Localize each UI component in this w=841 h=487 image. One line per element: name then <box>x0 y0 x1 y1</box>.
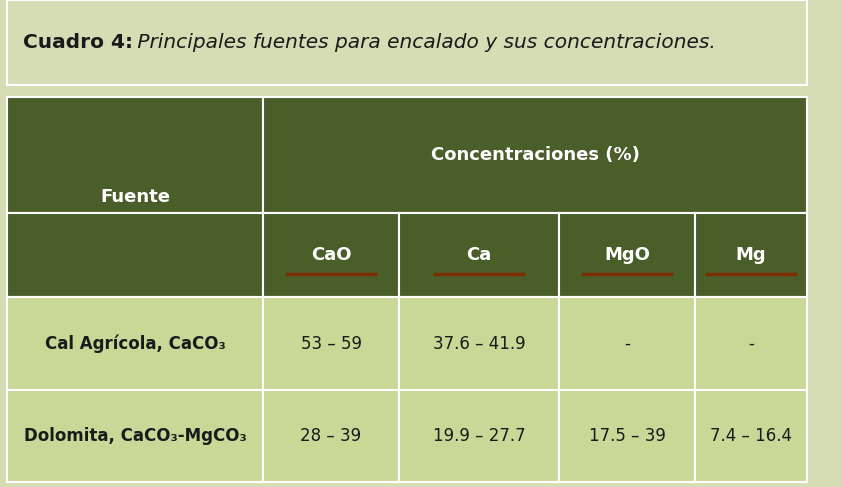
FancyBboxPatch shape <box>695 213 807 298</box>
FancyBboxPatch shape <box>7 298 263 390</box>
FancyBboxPatch shape <box>695 298 807 390</box>
Text: Concentraciones (%): Concentraciones (%) <box>431 146 639 164</box>
FancyBboxPatch shape <box>263 213 399 298</box>
FancyBboxPatch shape <box>263 97 807 213</box>
FancyBboxPatch shape <box>399 213 559 298</box>
Text: Cal Agrícola, CaCO₃: Cal Agrícola, CaCO₃ <box>45 335 225 353</box>
Text: CaO: CaO <box>311 246 352 264</box>
FancyBboxPatch shape <box>559 390 695 482</box>
FancyBboxPatch shape <box>695 390 807 482</box>
FancyBboxPatch shape <box>7 97 263 213</box>
Text: MgO: MgO <box>604 246 650 264</box>
Text: Dolomita, CaCO₃-MgCO₃: Dolomita, CaCO₃-MgCO₃ <box>24 427 246 445</box>
Text: 53 – 59: 53 – 59 <box>300 335 362 353</box>
Text: 19.9 – 27.7: 19.9 – 27.7 <box>433 427 526 445</box>
FancyBboxPatch shape <box>7 213 263 298</box>
FancyBboxPatch shape <box>399 390 559 482</box>
Text: Fuente: Fuente <box>100 188 170 206</box>
Text: -: - <box>624 335 630 353</box>
FancyBboxPatch shape <box>263 298 399 390</box>
Text: Mg: Mg <box>736 246 766 264</box>
Text: 7.4 – 16.4: 7.4 – 16.4 <box>710 427 792 445</box>
FancyBboxPatch shape <box>559 213 695 298</box>
Text: Cuadro 4:: Cuadro 4: <box>23 33 133 52</box>
Text: -: - <box>748 335 754 353</box>
Text: Ca: Ca <box>467 246 492 264</box>
FancyBboxPatch shape <box>7 0 807 85</box>
FancyBboxPatch shape <box>7 390 263 482</box>
Text: 37.6 – 41.9: 37.6 – 41.9 <box>433 335 526 353</box>
Text: Principales fuentes para encalado y sus concentraciones.: Principales fuentes para encalado y sus … <box>131 33 716 52</box>
FancyBboxPatch shape <box>399 298 559 390</box>
Text: 17.5 – 39: 17.5 – 39 <box>589 427 665 445</box>
FancyBboxPatch shape <box>559 298 695 390</box>
Text: 28 – 39: 28 – 39 <box>300 427 362 445</box>
FancyBboxPatch shape <box>263 390 399 482</box>
